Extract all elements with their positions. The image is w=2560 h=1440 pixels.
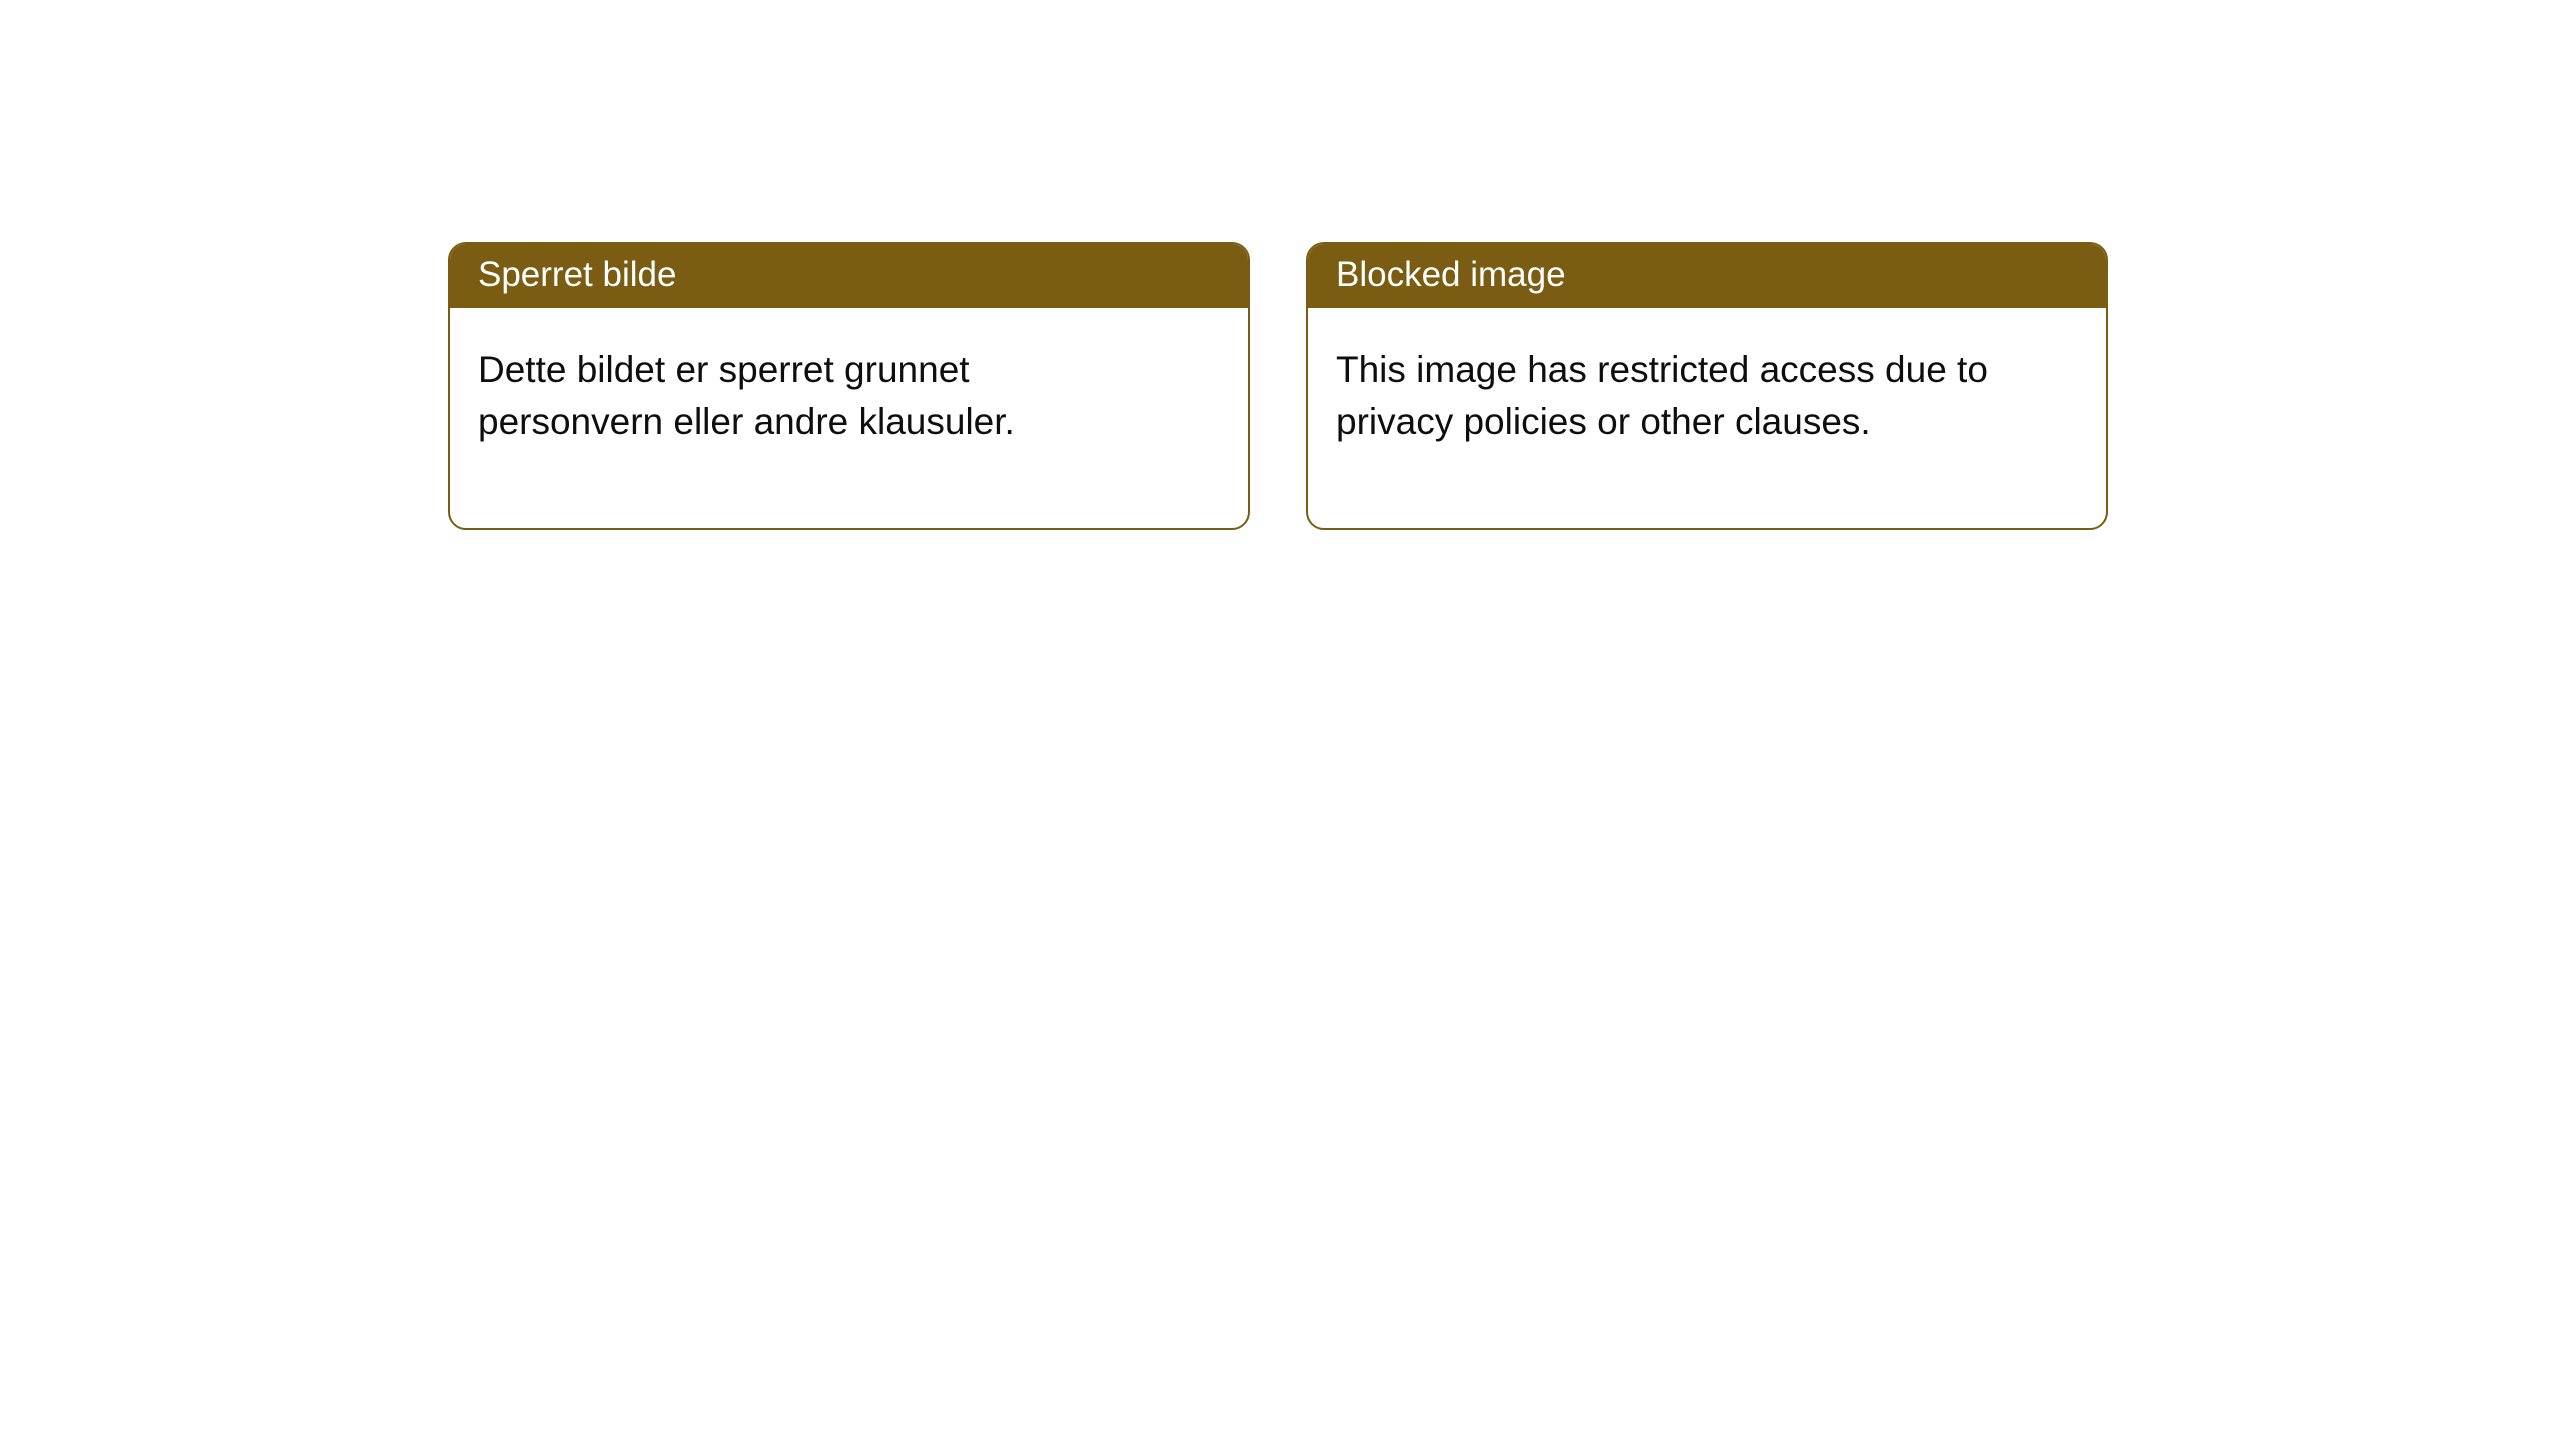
notice-title: Sperret bilde [478, 255, 676, 294]
notice-text: Dette bildet er sperret grunnet personve… [478, 349, 1015, 442]
notice-header: Sperret bilde [450, 244, 1248, 308]
notice-body: This image has restricted access due to … [1308, 308, 2028, 528]
notice-body: Dette bildet er sperret grunnet personve… [450, 308, 1170, 528]
notice-container: Sperret bilde Dette bildet er sperret gr… [0, 0, 2560, 530]
notice-title: Blocked image [1336, 255, 1566, 294]
notice-text: This image has restricted access due to … [1336, 349, 1988, 442]
notice-header: Blocked image [1308, 244, 2106, 308]
notice-card-english: Blocked image This image has restricted … [1306, 242, 2108, 530]
notice-card-norwegian: Sperret bilde Dette bildet er sperret gr… [448, 242, 1250, 530]
